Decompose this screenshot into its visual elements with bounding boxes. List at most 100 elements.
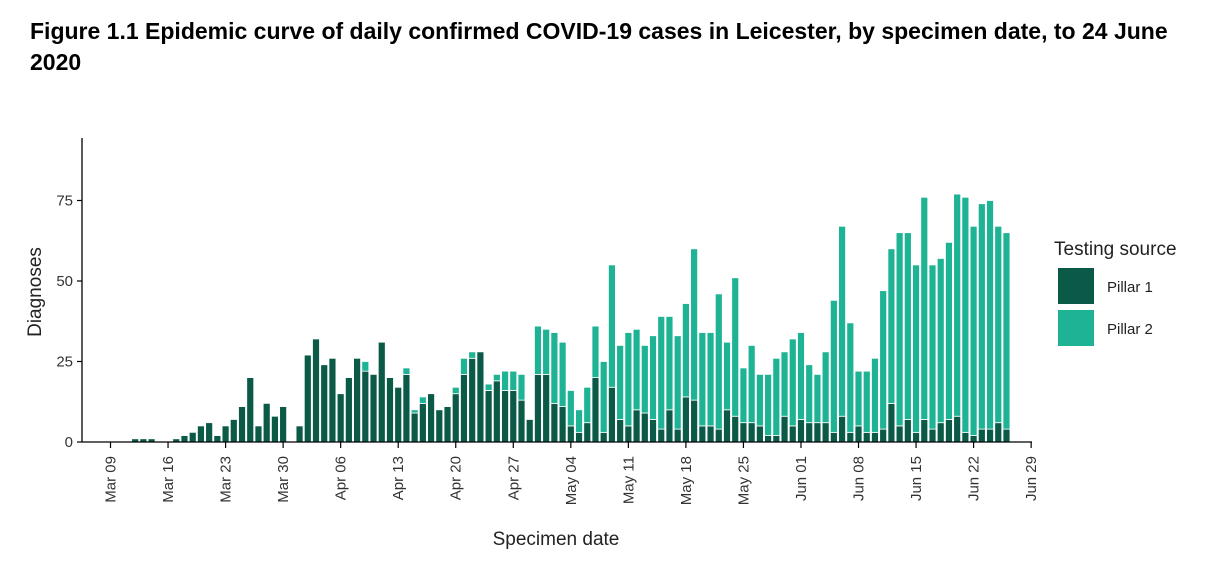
x-axis-title: Specimen date	[493, 529, 620, 550]
bar-pillar-1	[649, 419, 657, 443]
bar-pillar-1	[221, 425, 230, 443]
bar-pillar-2	[838, 225, 846, 417]
bar-pillar-2	[739, 367, 748, 424]
bar-pillar-2	[410, 409, 419, 414]
x-tick-label: May 25	[735, 456, 752, 505]
bar-pillar-2	[961, 196, 970, 433]
legend-title: Testing source	[1054, 239, 1177, 260]
bar-pillar-1	[945, 419, 953, 443]
bar-pillar-2	[945, 241, 953, 420]
bar-pillar-2	[936, 258, 945, 424]
bar-pillar-1	[197, 425, 205, 443]
bar-pillar-2	[451, 386, 460, 395]
bar-pillar-2	[747, 344, 756, 424]
bar-pillar-1	[895, 425, 904, 443]
bar-pillar-1	[213, 435, 222, 443]
bar-pillar-1	[953, 415, 962, 443]
x-tick-label: Mar 30	[275, 456, 292, 503]
bar-pillar-1	[312, 338, 320, 443]
bar-pillar-1	[501, 390, 509, 443]
bar-pillar-2	[862, 370, 871, 433]
bar-pillar-2	[764, 373, 772, 436]
bar-pillar-1	[665, 409, 674, 443]
bar-pillar-1	[846, 431, 855, 443]
bar-pillar-1	[484, 390, 493, 443]
bar-pillar-1	[829, 431, 838, 443]
bar-pillar-1	[369, 373, 378, 443]
bar-pillar-2	[731, 277, 740, 417]
bar-pillar-1	[714, 428, 723, 443]
bar-pillar-2	[484, 383, 493, 391]
bar-pillar-2	[402, 367, 411, 375]
bar-pillar-2	[846, 322, 855, 433]
y-tick-label: 50	[56, 273, 73, 290]
bar-pillar-2	[690, 248, 699, 401]
bar-pillar-2	[599, 361, 608, 433]
bar-pillar-1	[673, 428, 682, 443]
bar-pillar-2	[649, 335, 657, 420]
bar-pillar-2	[772, 357, 781, 436]
bar-pillar-1	[994, 422, 1003, 443]
bar-pillar-1	[936, 422, 945, 443]
bar-pillar-2	[953, 193, 962, 417]
bar-pillar-2	[566, 390, 575, 427]
bar-pillar-2	[657, 316, 666, 430]
bar-pillar-2	[788, 338, 797, 427]
bar-pillar-2	[780, 351, 789, 417]
bar-pillar-1	[624, 425, 633, 443]
bar-pillar-1	[912, 431, 920, 443]
x-tick-label: Mar 16	[160, 456, 177, 503]
bar-pillar-2	[714, 293, 723, 430]
bar-pillar-1	[903, 419, 912, 443]
x-tick-label: Jun 22	[966, 456, 983, 501]
bar-pillar-1	[254, 425, 263, 443]
x-tick-label: Apr 27	[505, 456, 522, 500]
bar-pillar-1	[435, 409, 444, 443]
bar-pillar-1	[394, 386, 403, 443]
bar-pillar-1	[476, 351, 485, 443]
bar-pillar-1	[780, 415, 789, 443]
bar-pillar-1	[460, 373, 468, 443]
bar-pillar-1	[747, 422, 756, 443]
bar-pillar-1	[583, 422, 592, 443]
bar-pillar-1	[328, 357, 337, 443]
bar-pillar-1	[788, 425, 797, 443]
bar-pillar-1	[509, 390, 518, 443]
bar-pillar-1	[492, 380, 501, 443]
bar-pillar-1	[755, 425, 764, 443]
bar-pillar-2	[468, 351, 477, 359]
bar-pillar-2	[608, 264, 616, 388]
bar-pillar-1	[986, 428, 994, 443]
bar-pillar-2	[698, 332, 707, 427]
bar-pillar-2	[920, 196, 929, 420]
bar-pillar-2	[460, 357, 468, 375]
bar-pillar-1	[468, 357, 477, 443]
bar-pillar-1	[575, 431, 583, 443]
bar-pillar-2	[813, 373, 822, 424]
bar-pillar-1	[969, 435, 978, 443]
bar-pillar-2	[805, 364, 814, 424]
bar-pillar-1	[1002, 428, 1011, 443]
bar-pillar-1	[739, 422, 748, 443]
bar-pillar-1	[879, 428, 888, 443]
bar-pillar-1	[599, 431, 608, 443]
bar-pillar-2	[575, 409, 583, 433]
x-tick-label: Apr 13	[390, 456, 407, 500]
bar-pillar-1	[698, 425, 707, 443]
bar-pillar-1	[591, 377, 600, 443]
bar-pillar-2	[624, 332, 633, 427]
bar-pillar-1	[377, 341, 386, 443]
bar-pillar-1	[961, 431, 970, 443]
x-tick-label: May 11	[620, 456, 637, 504]
bar-pillar-1	[517, 399, 526, 443]
bar-pillar-2	[1002, 232, 1011, 430]
x-tick-label: Mar 09	[103, 456, 120, 503]
x-tick-label: Apr 06	[333, 456, 350, 500]
bar-pillar-1	[566, 425, 575, 443]
bar-pillar-2	[723, 341, 731, 411]
bar-pillar-1	[632, 409, 641, 443]
bar-pillar-1	[764, 435, 772, 443]
bar-pillar-2	[682, 303, 690, 398]
bar-pillar-1	[180, 435, 189, 443]
bar-pillar-2	[755, 373, 764, 427]
